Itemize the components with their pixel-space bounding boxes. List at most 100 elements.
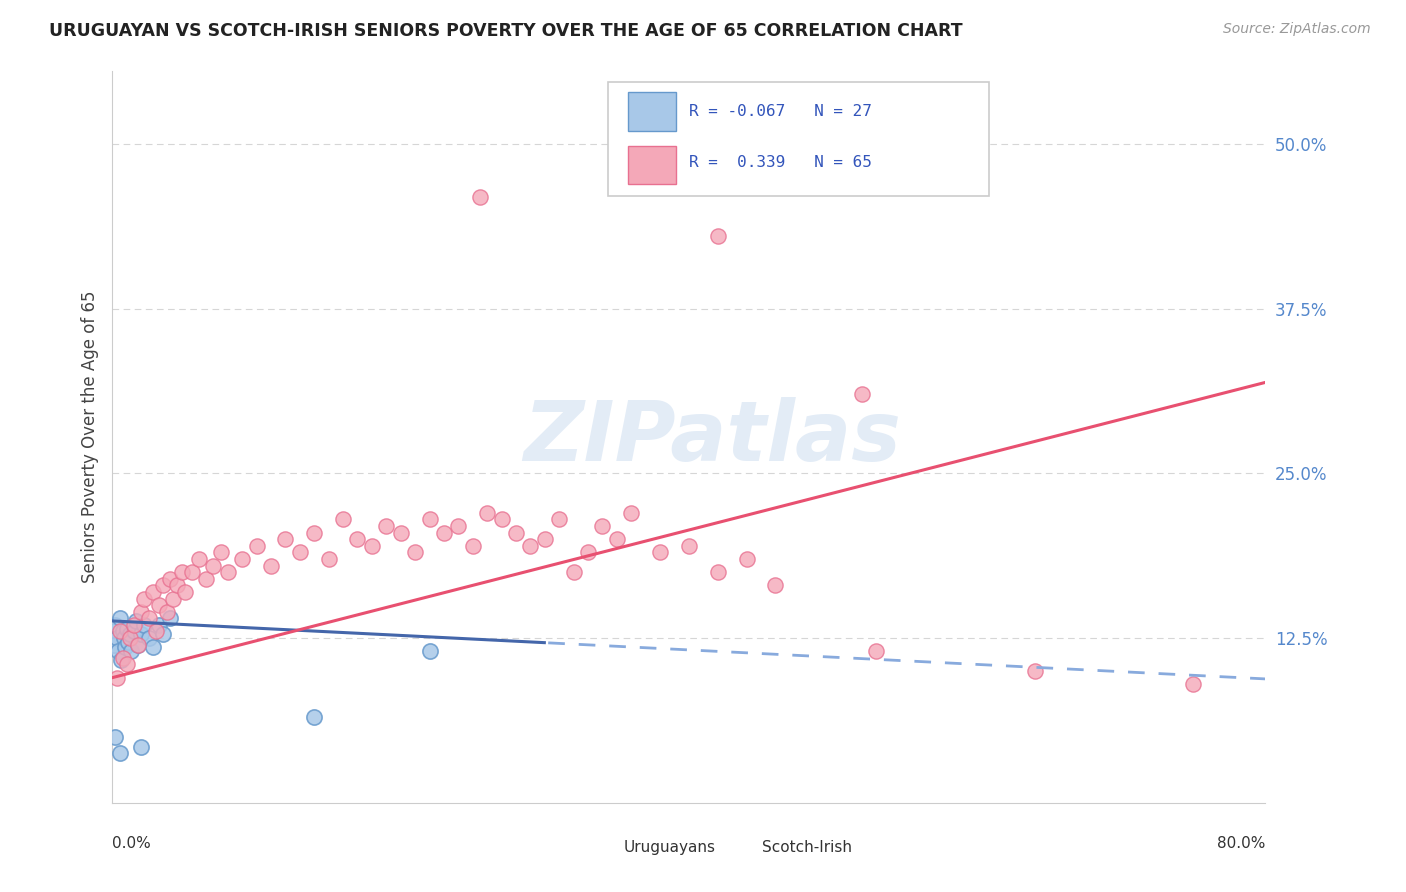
Point xyxy=(173,585,195,599)
Point xyxy=(129,627,153,641)
Point xyxy=(650,545,672,559)
Point xyxy=(707,229,730,244)
Text: R =  0.339   N = 65: R = 0.339 N = 65 xyxy=(689,155,872,169)
Text: Uruguayans: Uruguayans xyxy=(623,840,716,855)
Point xyxy=(111,624,134,639)
Point xyxy=(433,525,456,540)
Point xyxy=(346,533,368,547)
Point xyxy=(274,533,297,547)
Point xyxy=(152,578,174,592)
Point xyxy=(104,618,127,632)
Text: R = -0.067   N = 27: R = -0.067 N = 27 xyxy=(689,104,872,119)
Point xyxy=(217,565,239,579)
Point xyxy=(1182,677,1205,691)
Point xyxy=(209,545,232,559)
Text: 0.0%: 0.0% xyxy=(112,836,152,851)
Point xyxy=(562,565,585,579)
Point xyxy=(112,631,135,645)
Point xyxy=(115,622,138,636)
Point xyxy=(159,611,181,625)
Point xyxy=(865,644,887,658)
Point xyxy=(389,525,412,540)
Point xyxy=(1024,664,1046,678)
Point xyxy=(491,512,513,526)
Text: Source: ZipAtlas.com: Source: ZipAtlas.com xyxy=(1223,22,1371,37)
Point xyxy=(103,638,125,652)
Point xyxy=(170,565,193,579)
Point xyxy=(142,640,165,655)
Point xyxy=(120,644,142,658)
Point xyxy=(152,627,174,641)
Point xyxy=(231,552,253,566)
Text: ZIPatlas: ZIPatlas xyxy=(523,397,901,477)
Point xyxy=(142,585,165,599)
Point xyxy=(318,552,340,566)
Point xyxy=(475,506,499,520)
Point xyxy=(108,746,131,760)
Bar xyxy=(730,838,755,858)
Point xyxy=(505,525,527,540)
Point xyxy=(765,578,787,592)
Point xyxy=(620,506,643,520)
Point xyxy=(103,624,125,639)
Point xyxy=(122,618,145,632)
Point xyxy=(134,591,156,606)
Point xyxy=(162,591,184,606)
Point xyxy=(375,519,398,533)
Point xyxy=(122,624,145,639)
Point xyxy=(404,545,426,559)
Point xyxy=(180,565,202,579)
Point xyxy=(127,638,149,652)
Point xyxy=(117,635,139,649)
Point xyxy=(461,539,484,553)
Point xyxy=(110,653,132,667)
Point xyxy=(468,189,491,203)
Point xyxy=(195,572,218,586)
Point xyxy=(166,578,188,592)
Point xyxy=(202,558,225,573)
Point xyxy=(108,624,131,639)
Point xyxy=(851,387,873,401)
Bar xyxy=(628,145,676,184)
Point xyxy=(111,650,134,665)
FancyBboxPatch shape xyxy=(609,82,988,195)
Point xyxy=(105,631,128,645)
Point xyxy=(134,618,156,632)
Point xyxy=(105,671,128,685)
Point xyxy=(114,640,136,655)
Point xyxy=(148,618,170,632)
Point xyxy=(288,545,311,559)
Point xyxy=(108,611,131,625)
Point xyxy=(156,605,179,619)
Point xyxy=(124,614,146,628)
Point xyxy=(138,611,160,625)
Point xyxy=(107,644,129,658)
Point xyxy=(519,539,541,553)
Point xyxy=(127,638,149,652)
Text: URUGUAYAN VS SCOTCH-IRISH SENIORS POVERTY OVER THE AGE OF 65 CORRELATION CHART: URUGUAYAN VS SCOTCH-IRISH SENIORS POVERT… xyxy=(49,22,963,40)
Point xyxy=(534,533,557,547)
Point xyxy=(260,558,283,573)
Point xyxy=(129,740,153,755)
Bar xyxy=(591,838,616,858)
Point xyxy=(707,565,730,579)
Point xyxy=(148,598,170,612)
Point xyxy=(419,644,441,658)
Point xyxy=(145,624,167,639)
Bar xyxy=(628,93,676,130)
Point xyxy=(606,533,628,547)
Point xyxy=(332,512,354,526)
Text: Scotch-Irish: Scotch-Irish xyxy=(762,840,852,855)
Y-axis label: Seniors Poverty Over the Age of 65: Seniors Poverty Over the Age of 65 xyxy=(80,291,98,583)
Point xyxy=(104,730,127,744)
Point xyxy=(304,710,326,724)
Point xyxy=(118,627,141,641)
Text: 80.0%: 80.0% xyxy=(1218,836,1265,851)
Point xyxy=(735,552,758,566)
Point xyxy=(188,552,211,566)
Point xyxy=(419,512,441,526)
Point xyxy=(548,512,571,526)
Point xyxy=(304,525,326,540)
Point xyxy=(138,631,160,645)
Point xyxy=(576,545,599,559)
